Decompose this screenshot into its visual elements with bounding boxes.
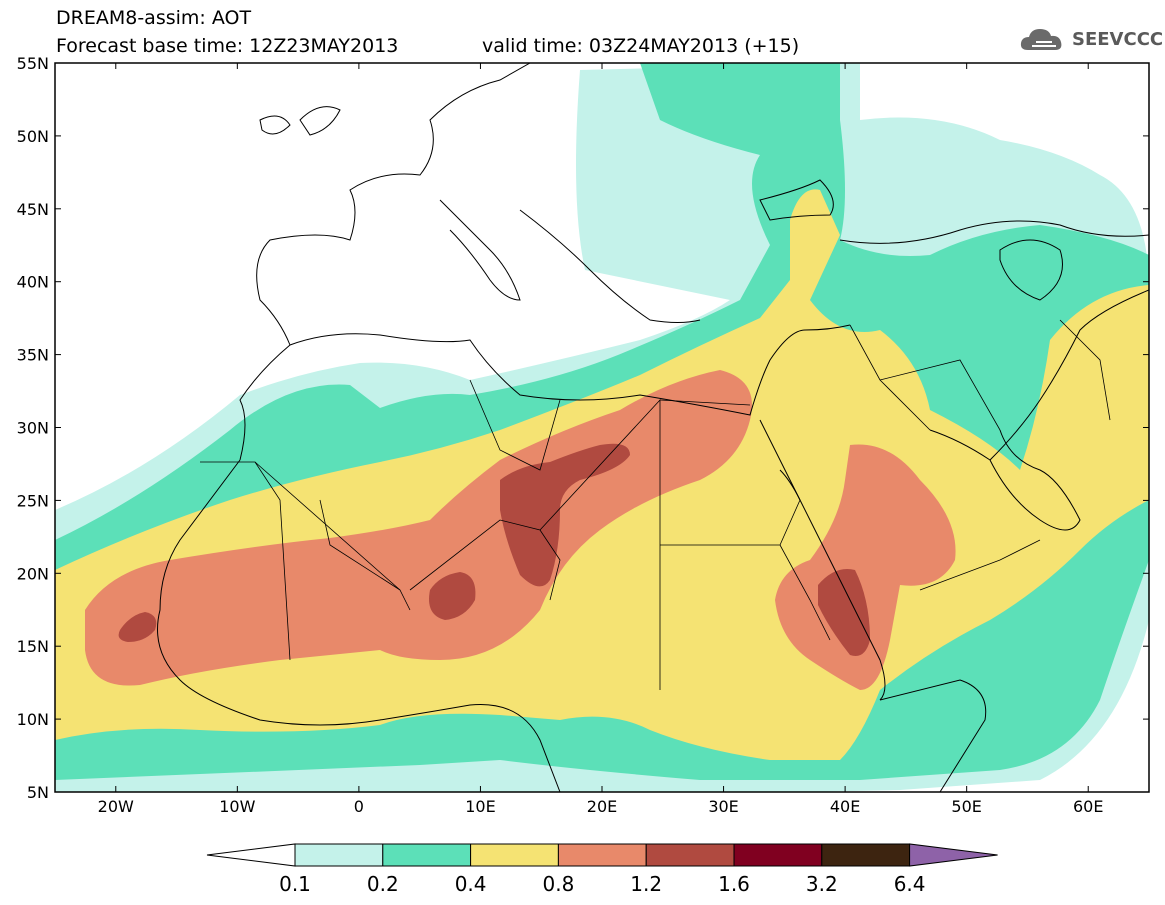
- lat-label: 15N: [17, 637, 49, 656]
- aot-band-1.2-b: [500, 443, 630, 587]
- colorbar-level-label: 3.2: [805, 872, 838, 896]
- valid-time: valid time: 03Z24MAY2013 (+15): [482, 35, 800, 57]
- lat-label: 50N: [17, 127, 49, 146]
- aot-band-0.8: [85, 370, 752, 686]
- lon-label: 50E: [951, 797, 981, 816]
- cloud-logo-icon: [1020, 29, 1062, 50]
- lon-label: 30E: [708, 797, 738, 816]
- colorbar-level-label: 1.6: [718, 872, 750, 896]
- lat-label: 45N: [17, 200, 49, 219]
- colorbar-level-label: 6.4: [893, 872, 926, 896]
- lat-label: 10N: [17, 710, 49, 729]
- lon-label: 10W: [219, 797, 255, 816]
- colorbar-level-label: 0.4: [454, 872, 487, 896]
- lat-label: 30N: [17, 419, 49, 438]
- forecast-base-time: Forecast base time: 12Z23MAY2013: [56, 35, 399, 57]
- lon-label: 10E: [465, 797, 495, 816]
- colorbar-level-label: 0.1: [279, 872, 311, 896]
- lon-label: 0: [354, 797, 364, 816]
- colorbar-level-label: 0.8: [542, 872, 575, 896]
- coastlines: [157, 63, 1149, 792]
- longitude-axis: 20W 10W 0 10E 20E 30E 40E 50E 60E: [98, 63, 1103, 816]
- colorbar-segment: [557, 843, 647, 867]
- aot-band-1.2-c: [429, 572, 476, 620]
- lat-label: 55N: [17, 54, 49, 73]
- colorbar-under-arrow: [206, 843, 296, 867]
- colorbar: [206, 843, 998, 867]
- lat-label: 5N: [27, 783, 49, 802]
- lon-label: 60E: [1073, 797, 1103, 816]
- lat-label: 20N: [17, 564, 49, 583]
- colorbar-segment: [733, 843, 823, 867]
- colorbar-segment: [645, 843, 735, 867]
- lat-label: 35N: [17, 346, 49, 365]
- country-borders: [200, 319, 1111, 690]
- map-title: DREAM8-assim: AOT: [56, 7, 252, 29]
- colorbar-segment: [470, 843, 559, 867]
- lon-label: 20W: [98, 797, 134, 816]
- aot-band-0.8-east: [775, 444, 956, 690]
- aot-contours: [55, 63, 1149, 792]
- latitude-axis: 55N 50N 45N 40N 35N 30N 25N 20N 15N 10N 5N: [17, 54, 1149, 802]
- seevccc-logo: SEEVCCC: [1018, 24, 1163, 56]
- colorbar-segment: [294, 843, 384, 867]
- colorbar-over-arrow: [909, 843, 998, 867]
- colorbar-segment: [382, 843, 472, 867]
- logo-text: SEEVCCC: [1072, 29, 1164, 50]
- colorbar-level-label: 0.2: [366, 872, 399, 896]
- colorbar-segment: [821, 843, 911, 867]
- lat-label: 25N: [17, 491, 49, 510]
- lon-label: 40E: [830, 797, 860, 816]
- lat-label: 40N: [17, 273, 49, 292]
- lon-label: 20E: [587, 797, 617, 816]
- aot-band-1.2-a: [118, 612, 157, 642]
- aot-band-1.2-d: [818, 569, 870, 656]
- colorbar-level-label: 1.2: [630, 872, 663, 896]
